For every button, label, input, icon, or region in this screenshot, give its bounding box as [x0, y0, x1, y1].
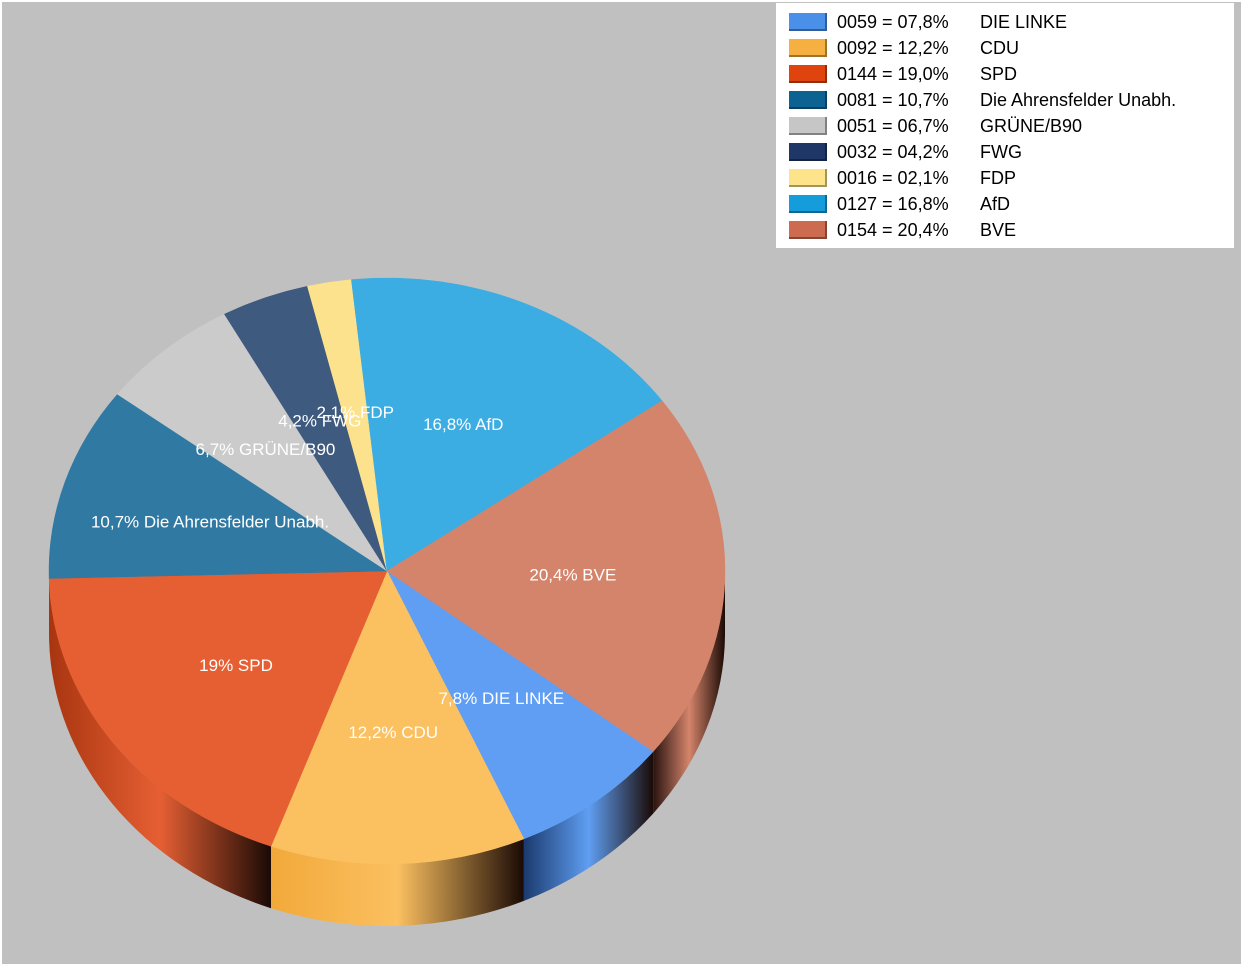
- pie-slice-spd: [48, 570, 388, 847]
- slice-label-gr-ne-b90: 6,7% GRÜNE/B90: [196, 440, 336, 459]
- slice-label-cdu: 12,2% CDU: [348, 723, 438, 742]
- legend-swatch: [789, 143, 827, 161]
- legend-swatch: [789, 195, 827, 213]
- legend-label: DIE LINKE: [980, 11, 1068, 32]
- slice-label-die-linke: 7,8% DIE LINKE: [438, 689, 564, 708]
- pie-slice-die-linke: [386, 570, 654, 840]
- legend-item-bve: 0154 = 20,4% BVE: [789, 217, 1234, 243]
- legend-value: 0127 = 16,8%: [837, 193, 949, 214]
- legend-value: 0081 = 10,7%: [837, 89, 949, 110]
- pie-slice-bve: [386, 400, 726, 752]
- legend-label: BVE: [980, 219, 1017, 240]
- legend-value: 0092 = 12,2%: [837, 37, 949, 58]
- legend-swatch: [789, 91, 827, 109]
- pie-slice-afd: [351, 277, 663, 572]
- legend-label: GRÜNE/B90: [980, 115, 1083, 136]
- pie-rim-spd: [49, 578, 271, 909]
- legend-swatch: [789, 65, 827, 83]
- legend: 0059 = 07,8% DIE LINKE 0092 = 12,2% CDU …: [776, 3, 1234, 248]
- legend-item-fdp: 0016 = 02,1% FDP: [789, 165, 1234, 191]
- legend-label: SPD: [980, 63, 1018, 84]
- legend-swatch: [789, 117, 827, 135]
- legend-swatch: [789, 13, 827, 31]
- slice-label-fwg: 4,2% FWG: [278, 412, 361, 431]
- pie-rim-die-linke: [523, 751, 654, 901]
- slice-label-bve: 20,4% BVE: [529, 565, 616, 584]
- legend-value: 0154 = 20,4%: [837, 219, 949, 240]
- legend-value: 0032 = 04,2%: [837, 141, 949, 162]
- legend-label: CDU: [980, 37, 1019, 58]
- legend-swatch: [789, 169, 827, 187]
- legend-item-gruene: 0051 = 06,7% GRÜNE/B90: [789, 113, 1234, 139]
- legend-item-die-linke: 0059 = 07,8% DIE LINKE: [789, 9, 1234, 35]
- legend-label: FDP: [980, 167, 1016, 188]
- legend-item-afd: 0127 = 16,8% AfD: [789, 191, 1234, 217]
- legend-item-spd: 0144 = 19,0% SPD: [789, 61, 1234, 87]
- legend-label: AfD: [980, 193, 1011, 214]
- pie-rim-bve: [653, 571, 725, 814]
- legend-swatch: [789, 221, 827, 239]
- legend-swatch: [789, 39, 827, 57]
- slice-label-die-ahrensfelder-unabh: 10,7% Die Ahrensfelder Unabh.: [91, 513, 329, 532]
- legend-item-fwg: 0032 = 04,2% FWG: [789, 139, 1234, 165]
- slice-label-spd: 19% SPD: [199, 656, 273, 675]
- legend-value: 0059 = 07,8%: [837, 11, 949, 32]
- legend-label: Die Ahrensfelder Unabh.: [980, 89, 1177, 110]
- pie-slice-die-ahrensfelder-unabh: [48, 393, 388, 579]
- pie-slice-gr-ne-b90: [117, 313, 388, 572]
- legend-value: 0051 = 06,7%: [837, 115, 949, 136]
- pie-slice-cdu: [270, 570, 525, 865]
- pie-slices: [48, 277, 726, 865]
- slice-label-afd: 16,8% AfD: [423, 415, 503, 434]
- slice-label-fdp: 2,1% FDP: [316, 403, 393, 422]
- legend-item-cdu: 0092 = 12,2% CDU: [789, 35, 1234, 61]
- legend-label: FWG: [980, 141, 1022, 162]
- legend-value: 0144 = 19,0%: [837, 63, 949, 84]
- legend-value: 0016 = 02,1%: [837, 167, 949, 188]
- legend-item-ahrensfelder: 0081 = 10,7% Die Ahrensfelder Unabh.: [789, 87, 1234, 113]
